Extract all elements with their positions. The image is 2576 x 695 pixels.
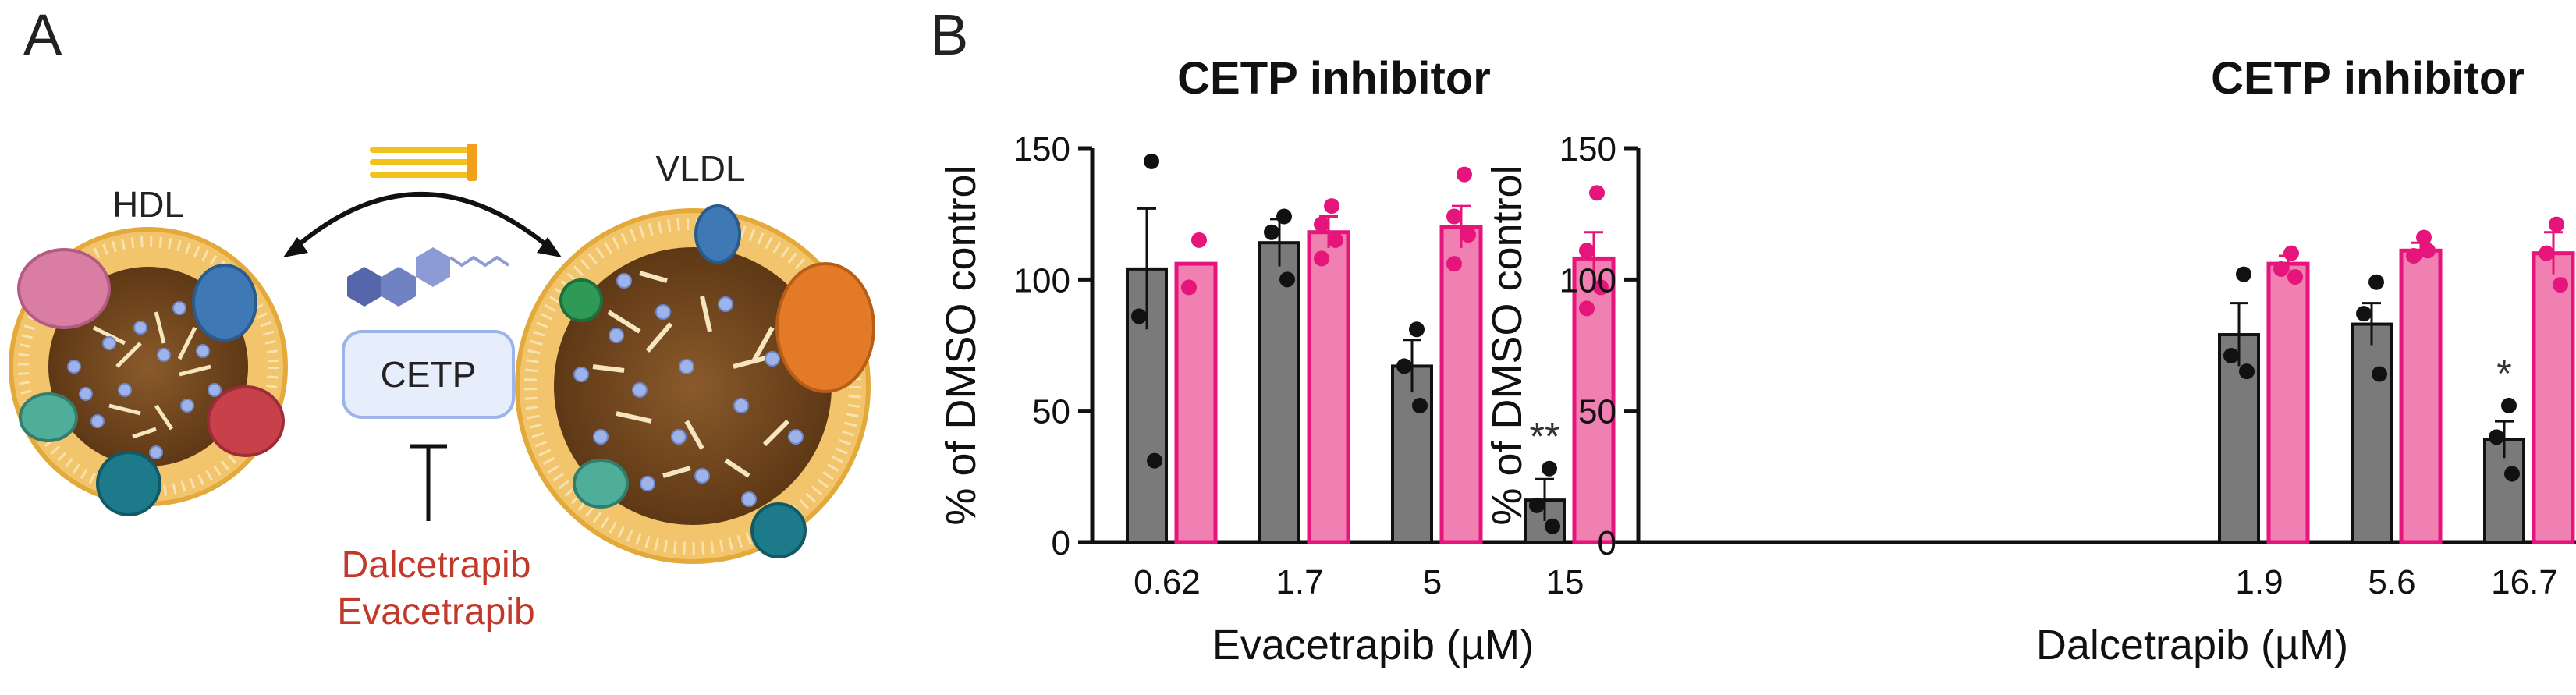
significance-marker: * [2496, 352, 2511, 395]
x-axis-label: Evacetrapib (µM) [1212, 622, 1534, 668]
exchange-arrow-icon [283, 192, 562, 257]
data-point-gray [1412, 397, 1428, 413]
data-point-gray [2504, 466, 2520, 482]
data-point-gray [1279, 271, 1295, 288]
y-tick-label: 50 [1578, 393, 1616, 431]
data-point-pink [1191, 232, 1207, 248]
data-point-gray [2372, 366, 2387, 382]
bar-pink [2532, 251, 2575, 544]
lipid-icon [370, 144, 477, 181]
data-point-gray [1545, 518, 1560, 534]
inhibition-icon [410, 444, 447, 521]
data-point-pink [1314, 216, 1329, 232]
data-point-pink [1457, 166, 1472, 183]
data-point-gray [2223, 347, 2239, 363]
data-point-gray [1264, 224, 1279, 240]
data-point-gray [1147, 452, 1162, 469]
data-point-gray [2489, 429, 2504, 445]
data-point-gray [1542, 460, 1557, 477]
panel-a-letter: A [23, 2, 62, 67]
data-point-pink [2539, 245, 2554, 261]
data-point-gray [2236, 266, 2251, 282]
bar-gray [1391, 364, 1433, 544]
bar-pink [2399, 248, 2443, 544]
data-point-gray [2239, 363, 2255, 380]
data-point-pink [1460, 227, 1476, 243]
data-point-gray [1131, 308, 1147, 324]
triglyceride-icon [347, 247, 510, 307]
data-point-gray [2356, 306, 2372, 322]
data-point-pink [1328, 232, 1343, 248]
data-point-gray [1396, 358, 1412, 374]
data-point-pink [1593, 279, 1609, 296]
panel-a: A HDL [9, 2, 875, 633]
y-tick-label: 100 [1559, 261, 1616, 300]
y-tick-label: 0 [1598, 524, 1616, 562]
data-point-gray [1276, 208, 1292, 225]
chart-title: CETP inhibitor [1177, 53, 1491, 104]
x-tick-label: 1.9 [2235, 563, 2283, 601]
y-tick-label: 0 [1052, 524, 1070, 562]
bar-pink [1174, 261, 1218, 544]
bar-gray [1258, 241, 1300, 544]
x-tick-label: 0.62 [1134, 563, 1201, 601]
data-point-pink [2287, 268, 2303, 285]
data-point-gray [2368, 274, 2384, 290]
data-point-pink [2283, 245, 2299, 261]
data-point-pink [1446, 256, 1462, 272]
panel-b-letter: B [930, 2, 968, 67]
data-point-pink [1446, 208, 1462, 225]
x-tick-label: 16.7 [2491, 563, 2558, 601]
vldl-particle-icon [515, 204, 875, 564]
chart-dalcetrapib: CETP inhibitor 0 50 100 150 % of DMSO control… [1484, 53, 2576, 668]
cetp-label: CETP [381, 354, 477, 395]
data-point-pink [2420, 243, 2436, 259]
data-point-gray [1144, 153, 1159, 169]
bar-pink [1307, 230, 1350, 544]
data-point-pink [1181, 279, 1197, 296]
hdl-particle-icon [9, 227, 288, 516]
x-tick-label: 1.7 [1276, 563, 1323, 601]
y-tick-label: 150 [1013, 130, 1070, 168]
y-axis-label: % of DMSO control [938, 165, 985, 525]
data-point-pink [2406, 248, 2422, 264]
inhibitor-evacetrapib: Evacetrapib [337, 591, 534, 633]
data-point-pink [1314, 250, 1329, 267]
data-point-gray [2501, 397, 2517, 413]
bar-gray [2351, 322, 2393, 544]
data-point-pink [2273, 261, 2289, 277]
x-tick-label: 15 [1546, 563, 1584, 601]
x-tick-label: 5.6 [2368, 563, 2415, 601]
y-axis-label: % of DMSO control [1484, 165, 1531, 525]
data-point-pink [1589, 185, 1605, 201]
x-tick-label: 5 [1423, 563, 1442, 601]
cetp-box [342, 330, 515, 419]
data-point-pink [2553, 277, 2568, 293]
data-point-pink [1579, 243, 1595, 259]
x-axis-label: Dalcetrapib (µM) [2036, 622, 2348, 668]
inhibitor-dalcetrapib: Dalcetrapib [342, 544, 531, 586]
y-tick-label: 150 [1559, 130, 1616, 168]
data-point-gray [1409, 321, 1425, 338]
data-point-pink [1579, 300, 1595, 317]
y-tick-label: 50 [1032, 393, 1070, 431]
data-point-pink [2416, 229, 2432, 246]
data-point-pink [2549, 216, 2564, 232]
y-tick-label: 100 [1013, 261, 1070, 300]
bar-pink [2266, 261, 2310, 544]
bar-pink [1439, 225, 1483, 544]
vldl-label: VLDL [655, 148, 745, 189]
chart-title: CETP inhibitor [2211, 53, 2525, 104]
data-point-gray [1529, 497, 1545, 513]
hdl-label: HDL [112, 184, 184, 225]
significance-marker: ** [1530, 415, 1560, 459]
data-point-pink [1324, 198, 1339, 215]
